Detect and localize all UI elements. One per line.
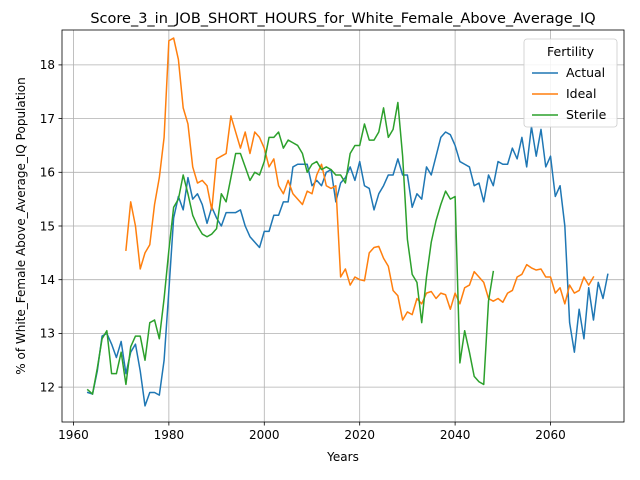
y-tick-label: 12 [40, 380, 55, 394]
legend-box [523, 38, 618, 128]
legend-title: Fertility [547, 44, 595, 59]
legend-label-ideal: Ideal [566, 86, 596, 101]
x-tick-label: 1960 [58, 428, 89, 442]
series-lines [86, 37, 609, 407]
y-tick-label: 15 [40, 219, 55, 233]
chart-title: Score_3_in_JOB_SHORT_HOURS_for_White_Fem… [90, 11, 595, 27]
axis-ticks: 1960 1980 2000 2020 2040 2060 12 13 14 15 16 17 18 [40, 58, 566, 442]
y-tick-label: 17 [40, 112, 55, 126]
x-tick-label: 2000 [249, 428, 280, 442]
y-tick-label: 13 [40, 327, 55, 341]
series-line-ideal [125, 37, 595, 321]
y-axis-label: % of White_Female Above_Average_IQ Popul… [14, 77, 28, 374]
x-tick-label: 2060 [535, 428, 566, 442]
legend: Fertility Actual Ideal Sterile [523, 38, 618, 128]
grid-lines [62, 30, 624, 422]
x-tick-label: 1980 [154, 428, 185, 442]
x-axis-label: Years [326, 450, 359, 464]
legend-label-actual: Actual [566, 65, 605, 80]
x-tick-label: 2020 [344, 428, 375, 442]
y-tick-label: 18 [40, 58, 55, 72]
legend-label-sterile: Sterile [566, 107, 607, 122]
series-line-sterile [86, 101, 495, 395]
y-tick-label: 14 [40, 273, 55, 287]
x-tick-label: 2040 [440, 428, 471, 442]
y-tick-label: 16 [40, 166, 55, 180]
